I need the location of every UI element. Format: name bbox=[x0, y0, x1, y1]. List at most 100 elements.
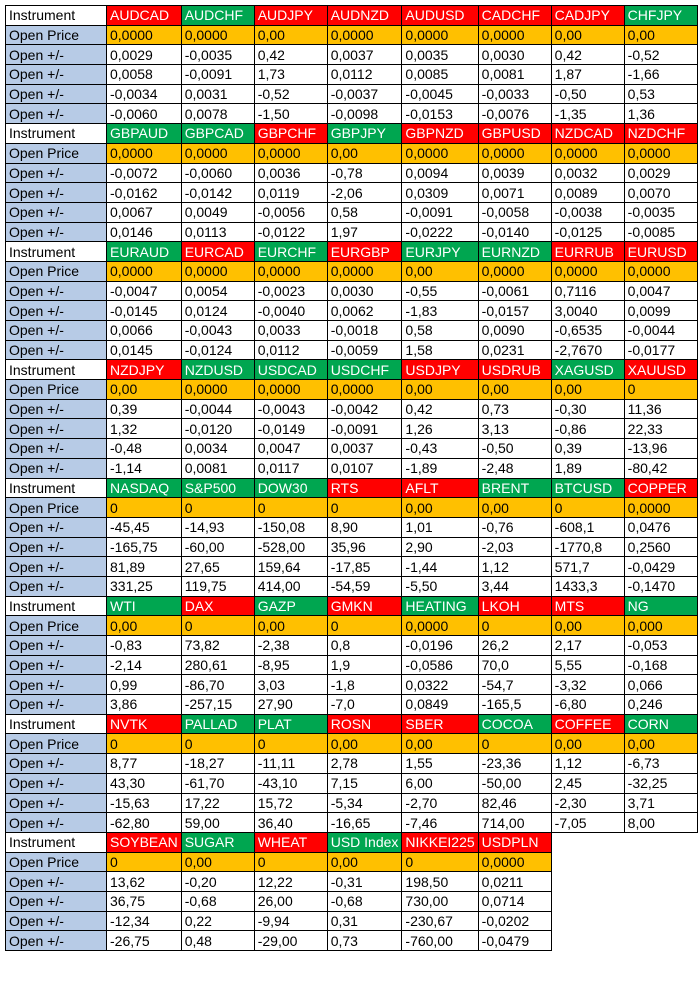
open-change-cell: -0,0043 bbox=[253, 398, 328, 420]
open-price-cell: 0,0000 bbox=[253, 142, 328, 164]
open-price-cell: 0 bbox=[253, 733, 328, 755]
open-price-cell: 0,00 bbox=[401, 497, 479, 518]
open-price-cell: 0,0000 bbox=[623, 497, 698, 518]
open-price-cell: 0,00 bbox=[623, 24, 698, 46]
open-change-cell: -18,27 bbox=[180, 753, 255, 774]
open-change-cell: 6,00 bbox=[401, 772, 479, 794]
instrument-name-cell: HEATING bbox=[401, 595, 479, 617]
open-change-cell: 1,97 bbox=[326, 221, 403, 243]
open-change-cell: 0,0071 bbox=[477, 182, 552, 203]
instrument-name-cell: SBER bbox=[401, 713, 479, 735]
instrument-name-cell: USDCAD bbox=[253, 359, 328, 381]
open-change-cell: 0,0146 bbox=[106, 221, 182, 243]
open-change-cell: 8,90 bbox=[326, 516, 403, 538]
open-change-cell: 0,0078 bbox=[180, 103, 255, 125]
open-price-cell: 0,0000 bbox=[253, 260, 328, 282]
instrument-name-cell: NIKKEI225 bbox=[401, 831, 479, 853]
open-change-cell: 0,0035 bbox=[401, 44, 479, 66]
open-price-cell: 0 bbox=[253, 851, 328, 873]
instrument-name-cell: LKOH bbox=[477, 595, 552, 617]
open-change-label: Open +/- bbox=[5, 674, 107, 696]
open-change-label: Open +/- bbox=[5, 910, 107, 932]
open-price-cell: 0,0000 bbox=[180, 260, 255, 282]
instrument-row: Instrument NVTK PALLAD PLAT ROSN SBER COCOA COF… bbox=[5, 713, 698, 735]
open-change-cell: 0,0029 bbox=[623, 162, 698, 184]
open-change-cell: -0,0037 bbox=[326, 83, 403, 105]
open-change-cell: 0,7116 bbox=[550, 280, 625, 302]
open-change-cell: -26,75 bbox=[106, 930, 182, 951]
open-change-cell: -0,76 bbox=[477, 516, 552, 538]
open-price-cell: 0,00 bbox=[106, 379, 182, 400]
open-price-row: Open Price 0,00 0 0,00 0 0,0000 0 0,00 0,000 bbox=[5, 615, 698, 636]
instrument-label: Instrument bbox=[5, 713, 107, 735]
open-change-row: Open +/- 0,39 -0,0044 -0,0043 -0,0042 0,42 0,7… bbox=[5, 398, 698, 420]
open-change-cell: -0,55 bbox=[401, 280, 479, 302]
open-change-cell: 0,0090 bbox=[477, 320, 552, 341]
open-change-cell: 0,58 bbox=[326, 201, 403, 223]
open-price-cell: 0,00 bbox=[401, 260, 479, 282]
open-change-cell: -0,78 bbox=[326, 162, 403, 184]
open-change-cell: -0,0034 bbox=[106, 83, 182, 105]
open-change-cell: 3,03 bbox=[253, 674, 328, 696]
instrument-name-cell: USDPLN bbox=[477, 831, 552, 853]
open-change-cell: 0,0037 bbox=[326, 44, 403, 66]
open-change-label: Open +/- bbox=[5, 438, 107, 459]
open-change-cell: -60,00 bbox=[180, 536, 255, 558]
open-change-cell: 11,36 bbox=[623, 398, 698, 420]
empty-cell bbox=[624, 852, 698, 872]
open-change-row: Open +/- -0,0060 0,0078 -1,50 -0,0098 -0,0153… bbox=[5, 103, 698, 125]
open-price-row: Open Price 0,0000 0,0000 0,00 0,0000 0,0000 0,… bbox=[5, 24, 698, 46]
open-change-cell: -1,83 bbox=[401, 300, 479, 321]
open-change-cell: -0,0142 bbox=[180, 182, 255, 203]
open-change-cell: 0,0089 bbox=[550, 182, 625, 203]
open-change-row: Open +/- 331,25 119,75 414,00 -54,59 -5,50 3,4… bbox=[5, 575, 698, 597]
open-change-cell: -0,0076 bbox=[477, 103, 552, 125]
open-change-row: Open +/- 0,0029 -0,0035 0,42 0,0037 0,0035 0,0… bbox=[5, 44, 698, 66]
open-price-cell: 0,00 bbox=[550, 615, 625, 636]
open-change-cell: 1,73 bbox=[253, 64, 328, 85]
open-change-label: Open +/- bbox=[5, 792, 107, 814]
open-change-label: Open +/- bbox=[5, 201, 107, 223]
instrument-name-cell: WHEAT bbox=[253, 831, 328, 853]
open-price-label: Open Price bbox=[5, 379, 107, 400]
open-change-cell: 26,00 bbox=[253, 890, 328, 912]
open-change-cell: 1,12 bbox=[477, 556, 552, 577]
open-change-cell: 0,066 bbox=[623, 674, 698, 696]
open-change-cell: 0,0849 bbox=[401, 694, 479, 715]
open-change-cell: -0,168 bbox=[623, 654, 698, 676]
open-change-cell: -7,46 bbox=[401, 812, 479, 833]
open-change-cell: -0,83 bbox=[106, 635, 182, 656]
instrument-name-cell: EURCAD bbox=[180, 241, 255, 262]
open-price-cell: 0,0000 bbox=[253, 379, 328, 400]
empty-cell bbox=[551, 871, 625, 892]
open-price-cell: 0,000 bbox=[623, 615, 698, 636]
open-price-label: Open Price bbox=[5, 733, 107, 755]
open-change-cell: 0,0112 bbox=[253, 339, 328, 361]
open-change-cell: 0,0029 bbox=[106, 44, 182, 66]
open-change-cell: 0,0037 bbox=[326, 438, 403, 459]
open-price-cell: 0,0000 bbox=[477, 260, 552, 282]
open-change-row: Open +/- 0,0146 0,0113 -0,0122 1,97 -0,0222 -0… bbox=[5, 221, 698, 243]
open-change-cell: -0,0196 bbox=[401, 635, 479, 656]
instrument-name-cell: EURCHF bbox=[253, 241, 328, 262]
open-change-label: Open +/- bbox=[5, 890, 107, 912]
open-change-cell: 0,0107 bbox=[326, 457, 403, 479]
instrument-name-cell: PLAT bbox=[253, 713, 328, 735]
open-change-cell: 0,42 bbox=[401, 398, 479, 420]
open-change-cell: 0,99 bbox=[106, 674, 182, 696]
open-change-row: Open +/- -45,45 -14,93 -150,08 8,90 1,01 -0,76… bbox=[5, 516, 698, 538]
open-change-cell: 331,25 bbox=[106, 575, 182, 597]
open-change-row: Open +/- -165,75 -60,00 -528,00 35,96 2,90 -2,… bbox=[5, 536, 698, 558]
open-price-cell: 0 bbox=[180, 615, 255, 636]
open-change-cell: -5,50 bbox=[401, 575, 479, 597]
open-change-cell: 3,0040 bbox=[550, 300, 625, 321]
instrument-name-cell: CHFJPY bbox=[623, 5, 698, 26]
open-change-cell: 0,0030 bbox=[477, 44, 552, 66]
open-change-cell: -2,30 bbox=[550, 792, 625, 814]
open-change-cell: 0,0039 bbox=[477, 162, 552, 184]
open-price-cell: 0,0000 bbox=[326, 379, 403, 400]
open-price-cell: 0,0000 bbox=[477, 142, 552, 164]
open-change-cell: 0,42 bbox=[550, 44, 625, 66]
instrument-name-cell: NZDUSD bbox=[180, 359, 255, 381]
open-change-cell: 0,0085 bbox=[401, 64, 479, 85]
